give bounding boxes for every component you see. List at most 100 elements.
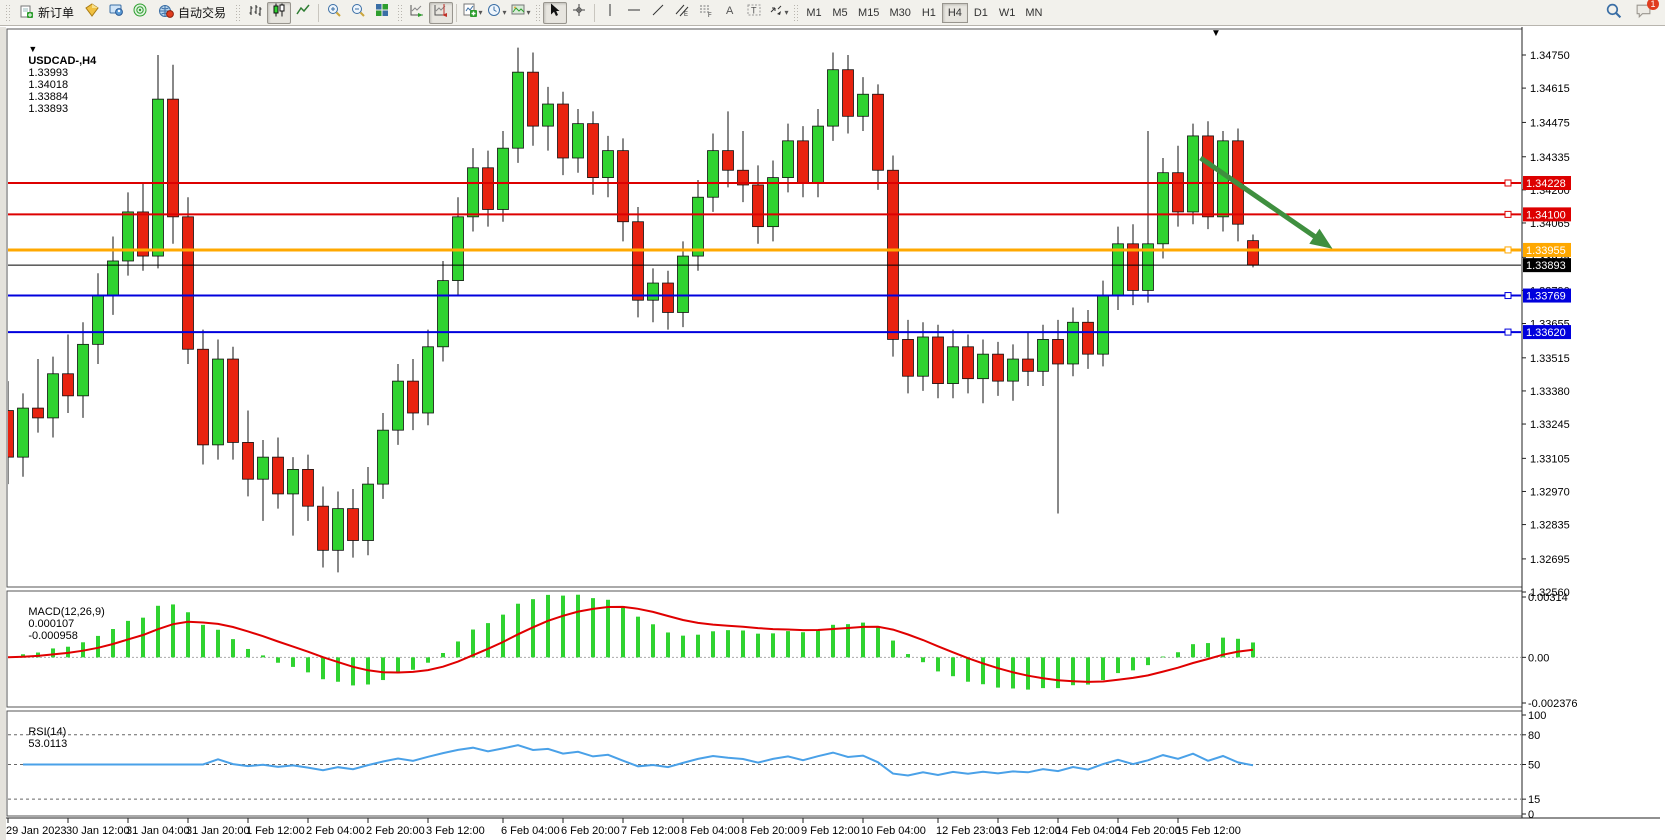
- crosshair-button[interactable]: [567, 2, 591, 24]
- candle-body: [137, 211, 149, 257]
- timeframe-m1-button[interactable]: M1: [806, 6, 822, 19]
- candle-body: [467, 167, 479, 218]
- zoom-out-button[interactable]: [346, 2, 370, 24]
- ohlc-low: 1.33884: [28, 91, 69, 103]
- cursor-button[interactable]: [543, 1, 568, 24]
- auto-scroll-button[interactable]: [405, 2, 429, 24]
- timeframe-d1-button[interactable]: D1: [973, 6, 988, 19]
- time-axis-label: 15 Feb 12:00: [1176, 825, 1241, 837]
- price-axis-label: 1.33515: [1530, 353, 1570, 365]
- main-price-pane[interactable]: [6, 28, 1523, 588]
- search-button[interactable]: [1601, 2, 1625, 24]
- ohlc-high: 1.34018: [28, 79, 69, 91]
- price-level-badge-label: 1.34100: [1526, 209, 1566, 221]
- timeframe-mn-button[interactable]: MN: [1025, 6, 1043, 19]
- macd-indicator-label: MACD(12,26,9) 0.000107 -0.000958: [10, 594, 104, 654]
- rsi-pane[interactable]: [6, 710, 1523, 817]
- candle-body: [1142, 243, 1154, 291]
- timeframe-w1-button[interactable]: W1: [998, 6, 1016, 19]
- candle-body: [32, 407, 44, 419]
- candle-body: [1067, 321, 1079, 365]
- time-axis-label: 12 Feb 23:00: [936, 825, 1001, 837]
- timeframe-m15-button[interactable]: M15: [858, 6, 880, 19]
- candle-chart-button[interactable]: [267, 1, 292, 24]
- auto-trading-button[interactable]: 自动交易: [152, 2, 232, 24]
- candle-body: [437, 280, 449, 348]
- time-axis-label: 2 Feb 04:00: [306, 825, 365, 837]
- candle-body: [722, 150, 734, 171]
- level-handle[interactable]: [1504, 328, 1512, 336]
- toolbar-grip[interactable]: [535, 3, 541, 22]
- candle-body: [77, 343, 89, 397]
- rsi-name: RSI(14): [28, 726, 67, 738]
- timeframe-h1-button[interactable]: H1: [921, 6, 936, 19]
- candle-body: [422, 346, 434, 414]
- toolbar-grip[interactable]: [397, 3, 403, 22]
- timeframe-m30-button[interactable]: M30: [889, 6, 911, 19]
- cursor-icon: [547, 2, 563, 23]
- price-axis-label: 1.34475: [1530, 117, 1570, 129]
- level-handle[interactable]: [1504, 179, 1512, 187]
- quotes-button[interactable]: [80, 2, 104, 24]
- arrow-annotation-head[interactable]: [1309, 228, 1333, 249]
- candle-body: [302, 468, 314, 507]
- chart-canvas[interactable]: 1.347501.346151.344751.343351.342001.340…: [0, 27, 1665, 840]
- signals-button[interactable]: [128, 2, 152, 24]
- vertical-line-button[interactable]: [598, 2, 622, 24]
- level-handle[interactable]: [1504, 246, 1512, 254]
- arrow-annotation[interactable]: [1199, 155, 1323, 243]
- level-handle[interactable]: [1504, 210, 1512, 218]
- arrows-button[interactable]: ▾: [766, 2, 790, 24]
- candle-body: [332, 508, 344, 551]
- fibonacci-button[interactable]: F: [694, 2, 718, 24]
- macd-axis-label: 0.00314: [1528, 592, 1568, 604]
- bar-chart-button[interactable]: [243, 2, 267, 24]
- toolbar-grip[interactable]: [5, 3, 10, 22]
- time-axis-label: 6 Feb 04:00: [501, 825, 560, 837]
- template-button[interactable]: ▾: [508, 2, 532, 24]
- timeframe-h4-button[interactable]: H4: [941, 2, 968, 23]
- new-order-button[interactable]: 新订单: [13, 2, 80, 24]
- candle-body: [362, 483, 374, 541]
- auto-trading-label: 自动交易: [178, 6, 227, 20]
- symbol-dropdown-icon[interactable]: ▼: [28, 44, 38, 54]
- fibonacci-icon: F: [698, 2, 714, 23]
- chart-shift-button[interactable]: [429, 1, 454, 24]
- rsi-indicator-label: RSI(14) 53.0113: [10, 714, 67, 762]
- candle-body: [617, 150, 629, 223]
- candle-body: [932, 336, 944, 384]
- candle-body: [1187, 135, 1199, 213]
- toolbar-grip[interactable]: [235, 3, 241, 22]
- candle-body: [917, 336, 929, 377]
- macd-pane[interactable]: [6, 590, 1523, 708]
- period-button[interactable]: ▾: [484, 2, 508, 24]
- trendline-button[interactable]: [646, 2, 670, 24]
- price-level-badge-label: 1.33955: [1526, 245, 1566, 257]
- candle-body: [1037, 339, 1049, 372]
- svg-text:E: E: [684, 12, 688, 18]
- candle-body: [527, 71, 539, 127]
- text-label-button[interactable]: T: [742, 2, 766, 24]
- notifications-button[interactable]: 1: [1631, 0, 1659, 24]
- candle-body: [602, 150, 614, 179]
- toolbar-grip[interactable]: [793, 3, 799, 22]
- candle-body: [1082, 321, 1094, 355]
- level-handle[interactable]: [1504, 292, 1512, 300]
- time-axis-label: 13 Feb 12:00: [996, 825, 1061, 837]
- timeframe-m5-button[interactable]: M5: [832, 6, 848, 19]
- candle-body: [167, 98, 179, 218]
- zoom-in-button[interactable]: [322, 2, 346, 24]
- candle-body: [377, 429, 389, 485]
- chevron-down-icon: ▾: [526, 8, 531, 17]
- tile-windows-button[interactable]: [370, 2, 394, 24]
- chart-menu-arrow[interactable]: ▼: [1211, 28, 1221, 39]
- candle-body: [317, 505, 329, 551]
- horizontal-line-button[interactable]: [622, 2, 646, 24]
- line-chart-button[interactable]: [291, 2, 315, 24]
- text-button[interactable]: A: [718, 2, 742, 24]
- market-watch-button[interactable]: [104, 2, 128, 24]
- equidistant-channel-button[interactable]: E: [670, 2, 694, 24]
- new-chart-button[interactable]: ▾: [460, 2, 484, 24]
- price-level-badge-label: 1.33620: [1526, 327, 1566, 339]
- candle-body: [887, 169, 899, 340]
